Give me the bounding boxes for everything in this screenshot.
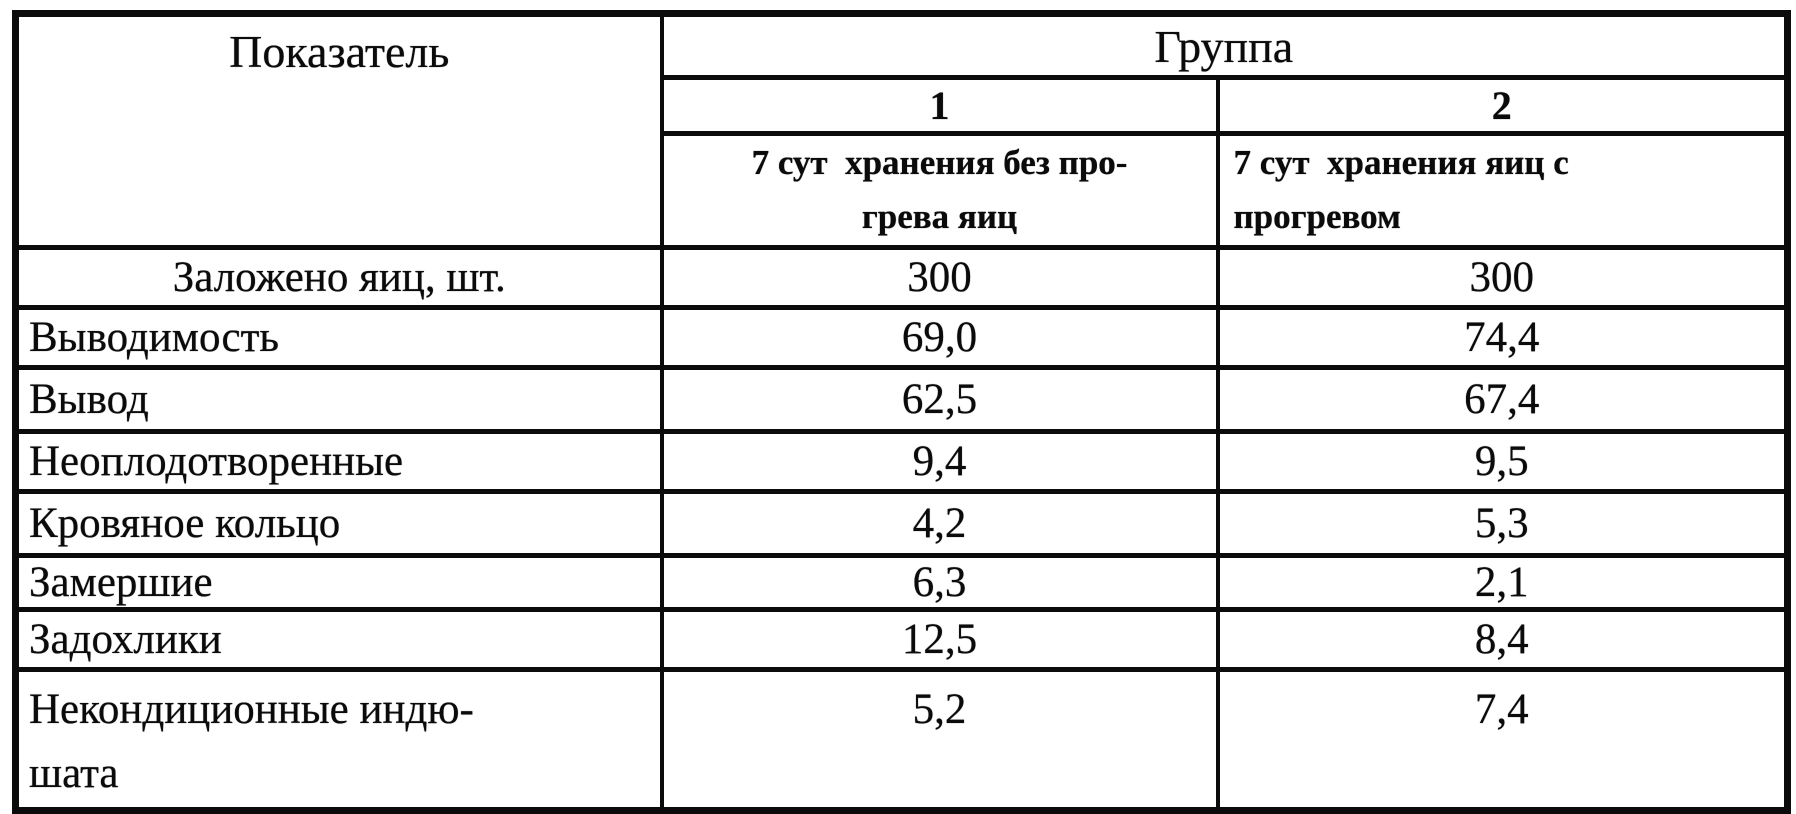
scanned-page: Показатель Группа 1 2 7 сут хранения без… — [12, 10, 1791, 814]
row-value-group-2: 5,3 — [1215, 488, 1790, 558]
column-header-group-1: 1 — [659, 75, 1220, 136]
header-row-group-descriptions: 7 сут хранения без про- грева яиц 7 сут … — [16, 131, 1790, 250]
row-value-group-1: 12,5 — [659, 606, 1220, 672]
group-1-description-line-1: 7 сут хранения без про- — [751, 143, 1128, 182]
column-header-group-2-description: 7 сут хранения яиц с прогревом — [1215, 131, 1790, 250]
row-value-group-1: 62,5 — [659, 364, 1220, 434]
row-value-group-2: 2,1 — [1215, 552, 1790, 612]
table-body: Заложено яиц, шт. 300 300 Выводимость 69… — [13, 244, 1790, 813]
column-header-indicator: Показатель — [13, 11, 664, 250]
header-row-group-numbers: 1 2 — [16, 75, 1790, 136]
results-table: Показатель Группа 1 2 7 сут хранения без… — [12, 10, 1791, 814]
row-label: Вывод — [13, 364, 664, 434]
row-value-group-1: 300 — [659, 244, 1220, 310]
row-label: Задохлики — [13, 606, 664, 672]
row-value-group-2: 9,5 — [1215, 428, 1790, 494]
row-value-group-2: 300 — [1215, 244, 1790, 310]
table-row: Заложено яиц, шт. 300 300 — [13, 244, 1790, 310]
row-label-line-2: шата — [29, 750, 119, 797]
row-label: Некондиционные индю- шата — [13, 666, 664, 813]
table-row: Некондиционные индю- шата 5,2 7,4 — [13, 666, 1790, 813]
row-value-group-2: 67,4 — [1215, 364, 1790, 434]
row-label: Неоплодотворенные — [13, 428, 664, 494]
row-label-line-1: Некондиционные индю- — [29, 685, 474, 733]
row-label: Заложено яиц, шт. — [13, 244, 664, 310]
row-label: Замершие — [13, 552, 664, 612]
row-label: Выводимость — [13, 304, 664, 370]
group-1-description-line-2: грева яиц — [861, 197, 1018, 237]
group-2-description-line-2: прогревом — [1233, 197, 1401, 237]
row-value-group-1: 69,0 — [659, 304, 1220, 370]
table-row: Кровяное кольцо 4,2 5,3 — [13, 488, 1790, 558]
column-header-group-1-description: 7 сут хранения без про- грева яиц — [659, 131, 1220, 250]
column-header-group-2: 2 — [1215, 75, 1790, 136]
table-header: Показатель Группа 1 2 7 сут хранения без… — [13, 11, 1790, 250]
row-label: Кровяное кольцо — [13, 488, 664, 558]
header-row-group: Показатель Группа — [13, 11, 1790, 250]
row-value-group-2: 8,4 — [1215, 606, 1790, 672]
row-value-group-2: 74,4 — [1215, 304, 1790, 370]
table-row: Задохлики 12,5 8,4 — [13, 606, 1790, 672]
table-row: Вывод 62,5 67,4 — [13, 364, 1790, 434]
row-value-group-1: 5,2 — [659, 666, 1220, 813]
table-row: Неоплодотворенные 9,4 9,5 — [13, 428, 1790, 494]
row-value-group-1: 4,2 — [659, 488, 1220, 558]
row-value-group-2: 7,4 — [1215, 666, 1790, 813]
table-row: Замершие 6,3 2,1 — [13, 552, 1790, 612]
row-value-group-1: 6,3 — [659, 552, 1220, 612]
column-header-group: Группа — [659, 11, 1790, 80]
group-2-description-line-1: 7 сут хранения яиц с — [1233, 143, 1569, 182]
row-value-group-1: 9,4 — [659, 428, 1220, 494]
table-row: Выводимость 69,0 74,4 — [13, 304, 1790, 370]
